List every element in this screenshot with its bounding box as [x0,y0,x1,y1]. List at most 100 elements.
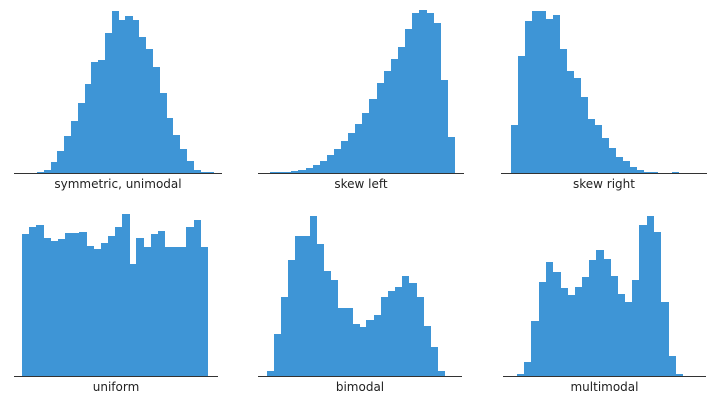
histogram-bar [157,231,166,376]
histogram-bar [200,172,208,173]
histogram-bar [159,93,167,173]
histogram-bar [553,15,561,173]
histogram-bar [630,167,638,173]
histogram-bar [152,67,160,173]
histogram-bar [143,247,152,376]
x-axis-line [14,376,218,377]
histogram-bar [118,20,126,173]
histogram-bar [376,83,384,173]
histogram-label: multimodal [570,380,639,394]
histogram-bar [179,149,187,173]
histogram-bar [29,227,37,376]
histogram-bar [404,29,413,173]
histogram-bar [145,49,153,173]
histogram-bar [517,374,525,376]
x-axis-line [503,376,706,377]
histogram-bar [125,16,133,173]
histogram-bar [646,216,655,376]
histogram-bar [653,232,662,376]
histogram-bar [281,297,289,376]
histogram-bar [345,308,353,376]
histogram-bar [64,233,73,376]
x-axis-line [14,173,222,174]
histogram-bar [122,214,130,376]
histogram-bar [369,99,377,173]
histogram-bar [546,19,554,173]
histogram-bar [72,233,80,376]
histogram-bar [589,260,597,376]
histogram-bar [447,137,455,173]
histogram-bar [100,243,109,376]
histogram-bar [22,234,30,376]
histogram-bar [341,141,349,173]
x-axis-line [258,376,462,377]
histogram-bar [440,80,448,173]
histogram-bar [111,11,119,173]
histogram-bar [581,277,590,376]
histogram-bar [193,220,202,376]
histogram-bar [43,238,51,376]
histogram-bar [186,161,194,173]
histogram-bar [338,308,346,376]
histogram-bar [588,119,596,173]
histogram-bar [637,170,645,173]
histogram-bar [639,225,647,376]
histogram-label: skew left [334,177,388,191]
histogram-bar [433,23,441,173]
histogram-label: uniform [92,380,140,394]
histogram-bar [596,250,604,376]
histogram-bar [560,288,568,376]
histogram-bar [274,334,282,376]
histogram-bar [401,276,410,376]
histogram-bar [84,84,92,173]
histogram-bar [312,165,321,173]
histogram-bar [531,321,539,376]
histogram-bar [553,272,561,376]
histogram-bar [200,247,209,376]
histogram-bar [366,320,374,376]
histogram-bar [412,13,420,173]
histogram-bar [323,271,332,376]
histogram-bar [567,71,575,173]
histogram-bar [511,125,519,173]
histogram-bar [545,262,554,376]
histogram-bar [661,302,669,376]
histogram-bar [36,225,44,376]
histogram-bar [524,362,532,376]
histogram-bar [574,78,582,173]
histogram-bar [610,276,619,376]
histogram-bar [560,49,568,173]
histogram-bar [539,11,547,173]
histogram-bar [172,247,180,376]
histogram-bar [668,356,676,376]
histogram-bar [305,168,313,173]
histogram-bar [166,118,174,173]
histogram-bar [50,241,59,376]
histogram-label: skew right [573,177,635,191]
histogram-bar [316,244,325,376]
histogram-bar [419,10,427,173]
histogram-bar [326,155,335,173]
histogram-bar [129,264,137,376]
histogram-bar [355,124,363,173]
histogram-bar [86,246,94,376]
histogram-bar [430,347,438,376]
histogram-bar [416,297,424,376]
histogram-bar [525,21,533,173]
histogram-bar [98,60,106,173]
histogram-bar [207,172,215,173]
histogram-bar [409,283,417,376]
x-axis-line [501,173,707,174]
histogram-bar [397,47,406,173]
histogram-bar [333,149,342,173]
histogram-bar [538,282,547,376]
histogram-bar [426,13,434,173]
histogram-bar [71,121,79,173]
histogram-bar [623,161,631,173]
histogram-bar [518,56,526,173]
histogram-bar [132,20,140,173]
histogram-bar [295,236,303,376]
histogram-label: bimodal [335,380,385,394]
x-axis-line [258,173,464,174]
histogram-bar [603,259,611,376]
